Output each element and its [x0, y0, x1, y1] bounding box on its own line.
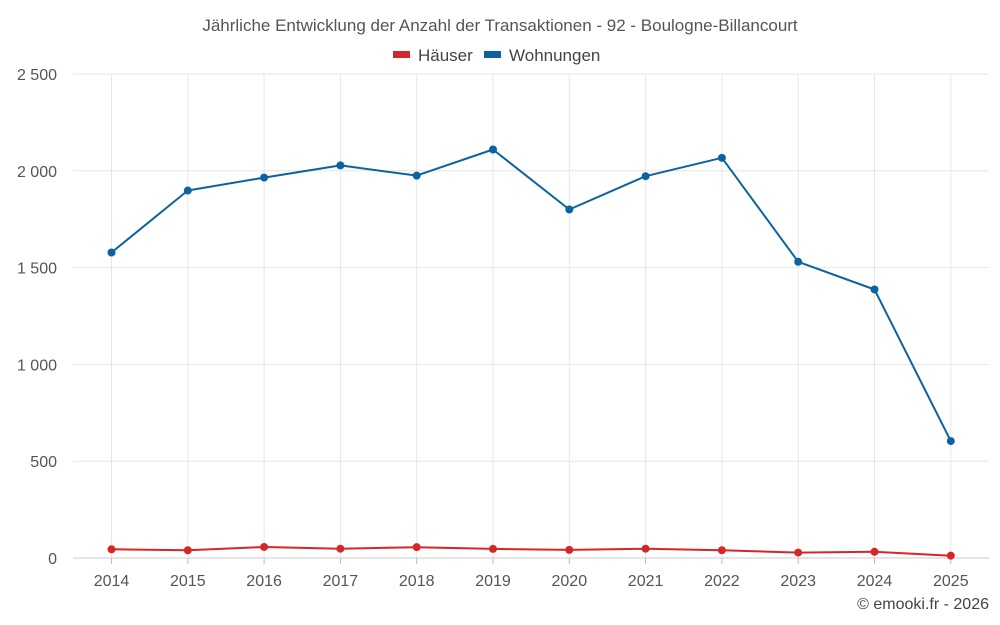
- y-tick-label: 1 500: [17, 261, 57, 278]
- data-point[interactable]: [260, 173, 269, 182]
- data-point[interactable]: [946, 437, 955, 446]
- data-point[interactable]: [641, 172, 650, 181]
- y-tick-label: 2 500: [17, 67, 57, 84]
- data-point[interactable]: [870, 547, 879, 556]
- data-point[interactable]: [183, 186, 192, 195]
- data-point[interactable]: [336, 544, 345, 553]
- data-point[interactable]: [794, 548, 803, 557]
- y-tick-label: 2 000: [17, 164, 57, 181]
- data-point[interactable]: [870, 285, 879, 294]
- data-point[interactable]: [489, 145, 497, 154]
- credit-text: © emooki.fr - 2026: [857, 596, 989, 613]
- x-tick-label: 2021: [628, 573, 664, 590]
- legend-label-wohnungen: Wohnungen: [509, 46, 600, 65]
- grid: [73, 73, 989, 559]
- data-point[interactable]: [336, 161, 345, 170]
- chart-title: Jährliche Entwicklung der Anzahl der Tra…: [202, 16, 798, 35]
- data-point[interactable]: [641, 544, 650, 553]
- x-tick-label: 2018: [399, 573, 435, 590]
- x-tick-label: 2014: [94, 573, 130, 590]
- data-point[interactable]: [794, 257, 803, 266]
- data-point[interactable]: [489, 544, 497, 553]
- data-point[interactable]: [717, 153, 726, 162]
- legend-swatch-wohnungen: [484, 51, 501, 58]
- legend-label-haeuser: Häuser: [418, 46, 473, 65]
- series-line-0: [111, 546, 951, 557]
- y-tick-label: 1 000: [17, 357, 57, 374]
- data-point[interactable]: [946, 551, 955, 560]
- x-tick-label: 2017: [323, 573, 359, 590]
- x-tick-label: 2016: [246, 573, 282, 590]
- series-line-1: [110, 148, 952, 442]
- x-tick-label: 2020: [552, 573, 588, 590]
- series: [107, 145, 955, 560]
- data-point[interactable]: [565, 545, 574, 554]
- data-point[interactable]: [717, 546, 726, 555]
- legend[interactable]: Häuser Wohnungen: [393, 46, 600, 65]
- x-tick-label: 2023: [780, 573, 816, 590]
- data-point[interactable]: [412, 171, 421, 180]
- axes: 0 500 1 000 1 500 2 000 2 500 2014 2015 2016 2017…: [17, 67, 989, 590]
- x-tick-label: 2024: [857, 573, 893, 590]
- legend-swatch-haeuser: [393, 51, 410, 58]
- y-tick-label: 500: [30, 454, 57, 471]
- data-point[interactable]: [260, 542, 269, 551]
- x-tick-label: 2022: [704, 573, 740, 590]
- data-point[interactable]: [107, 248, 116, 257]
- y-tick-label: 0: [48, 551, 57, 568]
- x-tick-label: 2015: [170, 573, 206, 590]
- x-tick-label: 2025: [933, 573, 969, 590]
- data-point[interactable]: [183, 546, 192, 555]
- data-point[interactable]: [412, 543, 421, 552]
- x-tick-label: 2019: [475, 573, 511, 590]
- data-point[interactable]: [107, 545, 116, 554]
- data-point[interactable]: [565, 205, 574, 214]
